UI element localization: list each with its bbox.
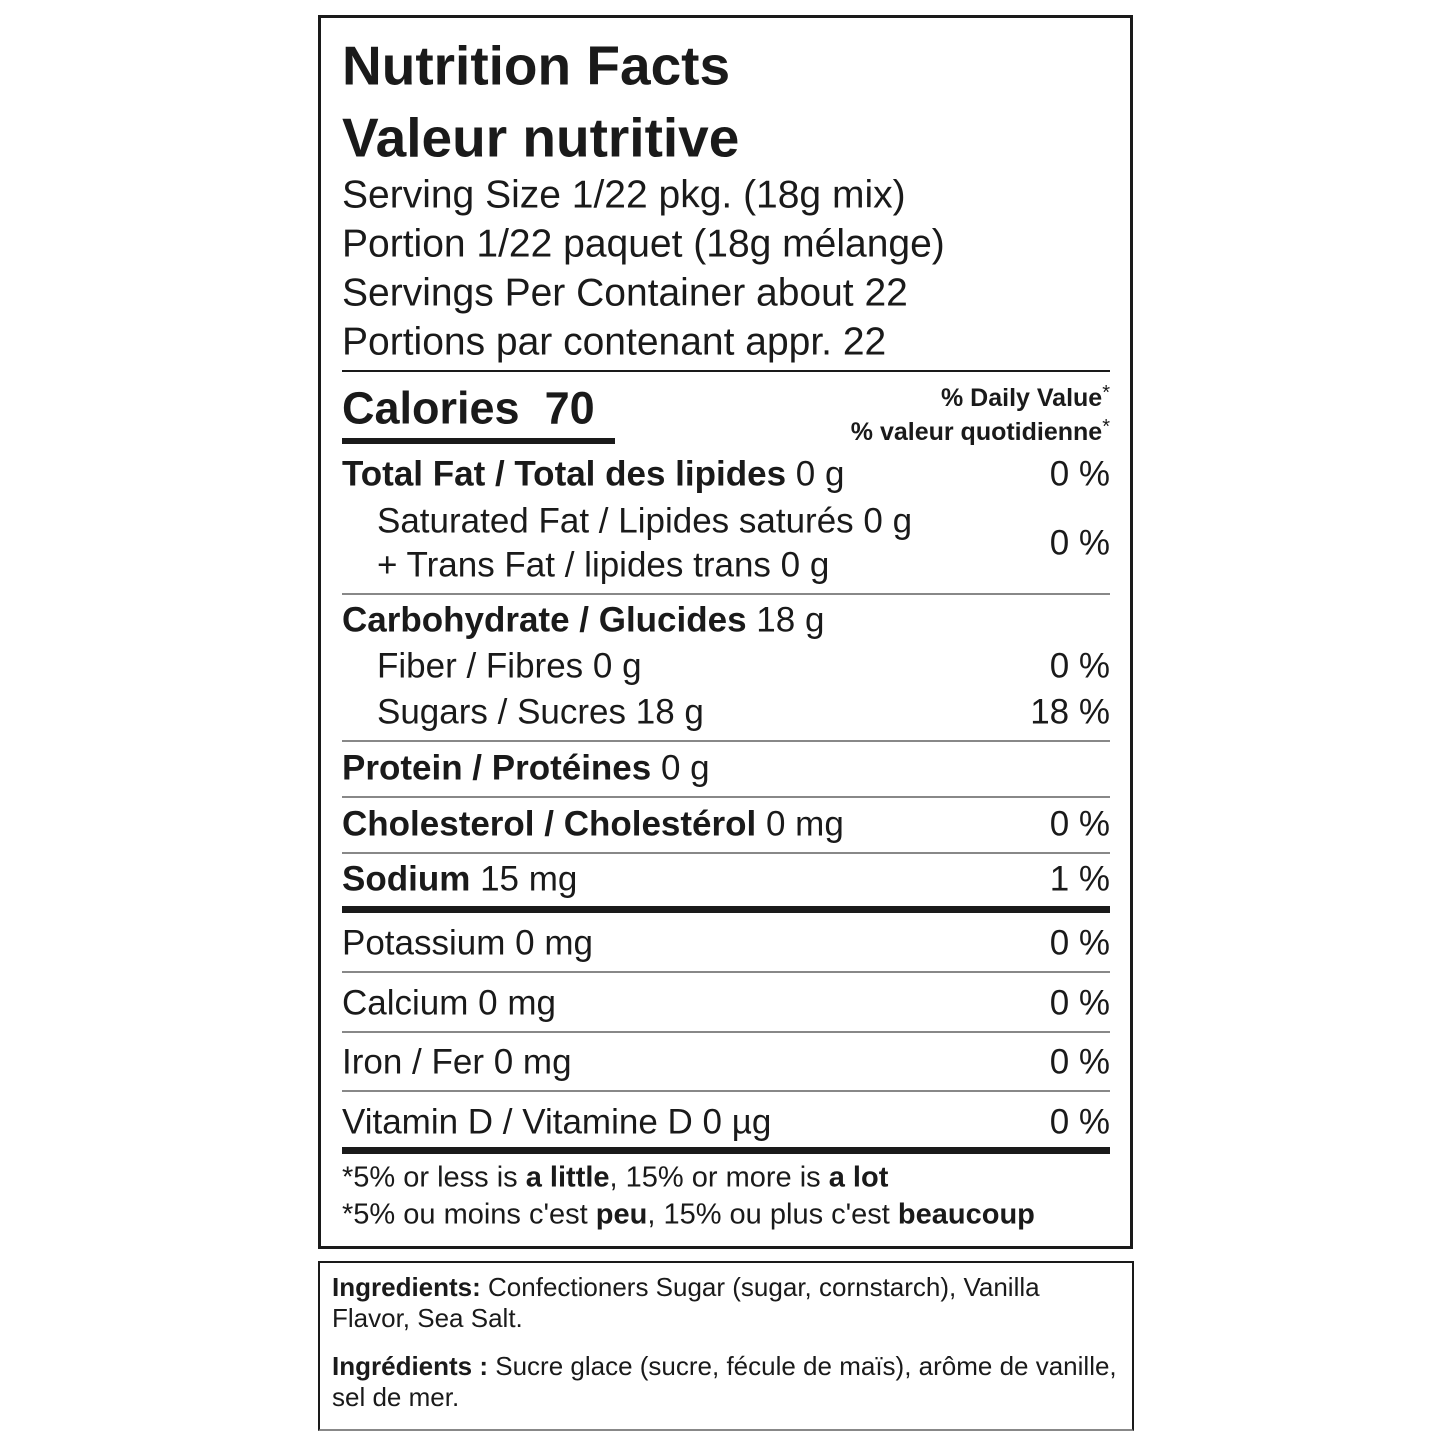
ingredients-fr: Ingrédients : Sucre glace (sucre, fécule… bbox=[332, 1351, 1122, 1413]
footnote-bold: beaucoup bbox=[897, 1198, 1035, 1231]
footnote-text: *5% ou moins c'est bbox=[342, 1198, 588, 1231]
nutrient-name: Cholesterol / Cholestérol bbox=[342, 804, 757, 844]
serving-line: Servings Per Container about 22 bbox=[342, 271, 908, 315]
footnote-text: , 15% or more is bbox=[609, 1161, 821, 1194]
ingredients-en: Ingredients: Confectioners Sugar (sugar,… bbox=[332, 1272, 1122, 1334]
nutrient-name: Saturated Fat / Lipides saturés bbox=[377, 501, 854, 541]
divider bbox=[342, 852, 1110, 854]
footnote-bold: a lot bbox=[828, 1161, 889, 1194]
nutrient-name: + Trans Fat / lipides trans bbox=[377, 545, 771, 585]
daily-value: 1 % bbox=[1049, 859, 1110, 899]
nutrient-name: Carbohydrate / Glucides bbox=[342, 600, 747, 640]
nutrient-amount: 0 mg bbox=[493, 1042, 572, 1082]
nutrient-amount: 0 g bbox=[863, 501, 913, 541]
daily-value-fr: % valeur quotidienne* bbox=[851, 417, 1110, 445]
serving-line: Portion 1/22 paquet (18g mélange) bbox=[342, 222, 945, 266]
daily-value-label: % valeur quotidienne bbox=[850, 418, 1103, 446]
nutrient-name: Fiber / Fibres bbox=[377, 646, 584, 686]
nutrient-row: + Trans Fat / lipides trans 0 g bbox=[377, 548, 829, 583]
nutrient-name: Protein / Protéines bbox=[342, 748, 652, 788]
nutrient-amount: 18 g bbox=[635, 692, 704, 732]
asterisk: * bbox=[1102, 416, 1110, 438]
footnote-text: , 15% ou plus c'est bbox=[647, 1198, 890, 1231]
divider bbox=[342, 370, 1110, 372]
divider bbox=[342, 906, 1110, 913]
daily-value: 18 % bbox=[1030, 692, 1110, 732]
nutrient-row: Potassium 0 mg bbox=[342, 926, 593, 961]
nutrient-row: Carbohydrate / Glucides 18 g bbox=[342, 603, 824, 638]
nutrition-box bbox=[318, 15, 1133, 1249]
daily-value-label: % Daily Value bbox=[941, 384, 1103, 412]
nutrient-amount: 18 g bbox=[756, 600, 825, 640]
calories-label: Calories bbox=[342, 382, 520, 434]
nutrient-name: Calcium bbox=[342, 983, 469, 1023]
title-fr: Valeur nutritive bbox=[342, 106, 740, 169]
nutrient-amount: 0 g bbox=[795, 454, 845, 494]
nutrient-name: Sugars / Sucres bbox=[377, 692, 626, 732]
daily-value: 0 % bbox=[1049, 1042, 1110, 1082]
ingredients-label: Ingredients: bbox=[332, 1272, 481, 1302]
nutrient-row: Saturated Fat / Lipides saturés 0 g bbox=[377, 504, 912, 539]
daily-value: 0 % bbox=[1049, 804, 1110, 844]
nutrient-row: Cholesterol / Cholestérol 0 mg bbox=[342, 807, 844, 842]
nutrient-amount: 0 mg bbox=[515, 923, 593, 963]
nutrient-row: Fiber / Fibres 0 g bbox=[377, 649, 642, 684]
serving-line: Portions par contenant appr. 22 bbox=[342, 320, 887, 364]
nutrient-amount: 0 g bbox=[780, 545, 830, 585]
calories: Calories 70 bbox=[342, 386, 595, 431]
daily-value: 0 % bbox=[1049, 983, 1110, 1023]
nutrient-name: Potassium bbox=[342, 923, 506, 963]
nutrient-name: Total Fat / Total des lipides bbox=[342, 454, 787, 494]
nutrient-row: Vitamin D / Vitamine D 0 µg bbox=[342, 1105, 771, 1140]
daily-value: 0 % bbox=[1049, 1102, 1110, 1142]
calories-underline bbox=[342, 438, 615, 444]
nutrient-row: Protein / Protéines 0 g bbox=[342, 751, 710, 786]
daily-value: 0 % bbox=[1049, 523, 1110, 563]
divider bbox=[342, 593, 1110, 595]
serving-line: Serving Size 1/22 pkg. (18g mix) bbox=[342, 173, 906, 217]
title-en: Nutrition Facts bbox=[342, 34, 731, 97]
footnote-bold: a little bbox=[525, 1161, 610, 1194]
nutrient-amount: 0 g bbox=[592, 646, 642, 686]
divider bbox=[342, 740, 1110, 742]
nutrient-amount: 0 mg bbox=[478, 983, 556, 1023]
nutrient-row: Sodium 15 mg bbox=[342, 862, 577, 897]
nutrient-name: Vitamin D / Vitamine D bbox=[342, 1102, 693, 1142]
nutrient-row: Sugars / Sucres 18 g bbox=[377, 695, 704, 730]
calories-value: 70 bbox=[544, 382, 595, 434]
daily-value: 0 % bbox=[1049, 646, 1110, 686]
footnote-en: *5% or less is a little, 15% or more is … bbox=[342, 1161, 889, 1194]
footnote-fr: *5% ou moins c'est peu, 15% ou plus c'es… bbox=[342, 1198, 1035, 1231]
divider bbox=[342, 1031, 1110, 1033]
nutrient-row: Iron / Fer 0 mg bbox=[342, 1045, 572, 1080]
nutrient-amount: 0 mg bbox=[765, 804, 844, 844]
daily-value-en: % Daily Value* bbox=[941, 383, 1110, 411]
ingredients-box bbox=[318, 1261, 1134, 1431]
nutrient-amount: 15 mg bbox=[480, 859, 578, 899]
nutrient-amount: 0 g bbox=[660, 748, 710, 788]
divider bbox=[342, 1147, 1110, 1154]
daily-value: 0 % bbox=[1049, 454, 1110, 494]
ingredients-label: Ingrédients : bbox=[332, 1351, 489, 1381]
nutrient-name: Sodium bbox=[342, 859, 471, 899]
footnote-text: *5% or less is bbox=[342, 1161, 518, 1194]
ingredients-text: Sucre glace (sucre, fécule de maïs), arô… bbox=[332, 1351, 1117, 1412]
divider bbox=[342, 1090, 1110, 1092]
divider bbox=[342, 796, 1110, 798]
nutrient-row: Calcium 0 mg bbox=[342, 986, 556, 1021]
footnote-bold: peu bbox=[595, 1198, 648, 1231]
asterisk: * bbox=[1102, 382, 1110, 404]
ingredients-text: Confectioners Sugar (sugar, cornstarch),… bbox=[332, 1272, 1040, 1333]
nutrient-row: Total Fat / Total des lipides 0 g bbox=[342, 457, 844, 492]
nutrient-name: Iron / Fer bbox=[342, 1042, 484, 1082]
daily-value: 0 % bbox=[1049, 923, 1110, 963]
nutrient-amount: 0 µg bbox=[702, 1102, 772, 1142]
divider bbox=[342, 971, 1110, 973]
